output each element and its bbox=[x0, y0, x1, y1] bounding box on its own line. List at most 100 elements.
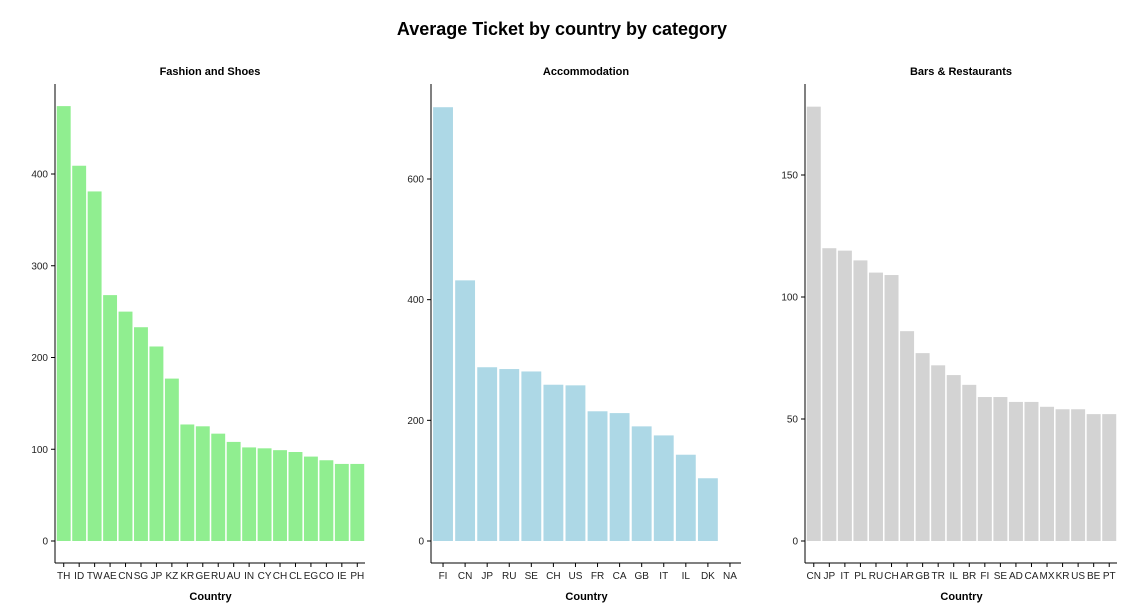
x-tick-label: AD bbox=[1009, 571, 1023, 582]
panel-title: Fashion and Shoes bbox=[160, 66, 261, 78]
x-tick-label: CA bbox=[613, 571, 627, 582]
y-tick-label: 400 bbox=[407, 295, 424, 306]
bar-ch bbox=[543, 384, 564, 541]
x-tick-label: NA bbox=[723, 571, 737, 582]
bar-us bbox=[1071, 409, 1086, 541]
bar-cn bbox=[118, 311, 133, 541]
bar-it bbox=[653, 435, 674, 541]
bar-ru bbox=[868, 272, 883, 541]
x-tick-label: DK bbox=[701, 571, 715, 582]
bar-fi bbox=[977, 397, 992, 541]
y-tick-label: 400 bbox=[31, 170, 48, 181]
bar-eg bbox=[303, 456, 318, 541]
panel-1: Accommodation 0 200 400 600 FI CN JP RU SE CH US FR C… bbox=[407, 66, 741, 603]
panel-title: Bars & Restaurants bbox=[910, 66, 1012, 78]
bar-ca bbox=[609, 413, 630, 541]
x-tick-label: JP bbox=[823, 571, 835, 582]
x-tick-label: SG bbox=[134, 571, 149, 582]
y-tick-label: 100 bbox=[781, 293, 798, 304]
x-tick-label: MX bbox=[1040, 571, 1055, 582]
bar-ad bbox=[1008, 401, 1023, 541]
bar-id bbox=[72, 165, 87, 541]
x-tick-label: AU bbox=[227, 571, 241, 582]
bar-tw bbox=[87, 191, 102, 541]
chart-title: Average Ticket by country by category bbox=[397, 19, 727, 39]
x-tick-label: CH bbox=[546, 571, 560, 582]
panel-title: Accommodation bbox=[543, 66, 629, 78]
bar-ge bbox=[195, 426, 210, 541]
bar-kz bbox=[164, 378, 179, 541]
x-tick-label: JP bbox=[151, 571, 163, 582]
x-tick-label: CN bbox=[458, 571, 472, 582]
x-tick-label: FI bbox=[980, 571, 989, 582]
bar-il bbox=[946, 375, 961, 541]
bar-cn bbox=[455, 280, 476, 541]
x-tick-label: KZ bbox=[165, 571, 178, 582]
bar-co bbox=[319, 460, 334, 541]
x-axis-title: Country bbox=[565, 591, 608, 603]
bar-br bbox=[962, 384, 977, 541]
x-axis-title: Country bbox=[189, 591, 232, 603]
x-tick-label: ID bbox=[74, 571, 84, 582]
bar-cl bbox=[288, 452, 303, 541]
y-tick-label: 600 bbox=[407, 175, 424, 186]
x-tick-label: EG bbox=[304, 571, 319, 582]
x-tick-label: TR bbox=[932, 571, 945, 582]
x-tick-label: SE bbox=[525, 571, 539, 582]
bar-cy bbox=[257, 448, 272, 541]
x-tick-label: CY bbox=[258, 571, 272, 582]
x-tick-label: US bbox=[1071, 571, 1085, 582]
x-tick-label: TW bbox=[87, 571, 103, 582]
x-tick-label: KR bbox=[180, 571, 194, 582]
x-tick-label: PT bbox=[1103, 571, 1116, 582]
x-tick-label: CN bbox=[118, 571, 132, 582]
panel-0: Fashion and Shoes 0 100 200 300 400 TH ID TW AE CN… bbox=[31, 66, 365, 603]
x-tick-label: IL bbox=[950, 571, 959, 582]
bar-ch bbox=[884, 275, 899, 541]
x-tick-label: RU bbox=[869, 571, 883, 582]
bar-cn bbox=[806, 106, 821, 542]
x-tick-label: BE bbox=[1087, 571, 1101, 582]
x-tick-label: GB bbox=[634, 571, 649, 582]
bar-ch bbox=[273, 450, 287, 541]
bar-se bbox=[993, 397, 1008, 541]
y-tick-label: 150 bbox=[781, 171, 798, 182]
y-tick-label: 0 bbox=[42, 537, 48, 548]
x-tick-label: FI bbox=[439, 571, 448, 582]
bar-se bbox=[521, 371, 542, 541]
bar-pt bbox=[1102, 414, 1117, 541]
bar-ca bbox=[1024, 401, 1039, 541]
bar-fi bbox=[433, 107, 453, 541]
x-tick-label: PH bbox=[350, 571, 364, 582]
bar-ru bbox=[211, 433, 226, 541]
bar-gb bbox=[915, 353, 930, 541]
bar-il bbox=[675, 454, 696, 541]
x-tick-label: JP bbox=[481, 571, 493, 582]
y-tick-label: 300 bbox=[31, 261, 48, 272]
bar-ru bbox=[499, 369, 520, 541]
y-tick-label: 200 bbox=[31, 353, 48, 364]
x-tick-label: AR bbox=[900, 571, 914, 582]
bar-ph bbox=[350, 463, 365, 541]
x-tick-label: IL bbox=[682, 571, 691, 582]
bar-be bbox=[1086, 414, 1101, 541]
y-tick-label: 50 bbox=[787, 415, 799, 426]
bar-pl bbox=[853, 260, 868, 541]
bar-th bbox=[56, 106, 71, 541]
bar-kr bbox=[1055, 409, 1070, 541]
x-tick-label: KR bbox=[1056, 571, 1070, 582]
bar-ae bbox=[103, 295, 118, 541]
y-tick-label: 0 bbox=[792, 537, 798, 548]
bar-kr bbox=[180, 424, 195, 541]
bar-gb bbox=[631, 426, 652, 541]
bar-jp bbox=[477, 367, 498, 541]
x-tick-label: CO bbox=[319, 571, 334, 582]
bar-mx bbox=[1040, 406, 1055, 541]
bar-sg bbox=[134, 327, 148, 541]
bar-us bbox=[565, 385, 586, 541]
bar-it bbox=[837, 250, 852, 541]
x-tick-label: US bbox=[569, 571, 583, 582]
y-tick-label: 0 bbox=[418, 537, 424, 548]
x-tick-label: IT bbox=[659, 571, 668, 582]
